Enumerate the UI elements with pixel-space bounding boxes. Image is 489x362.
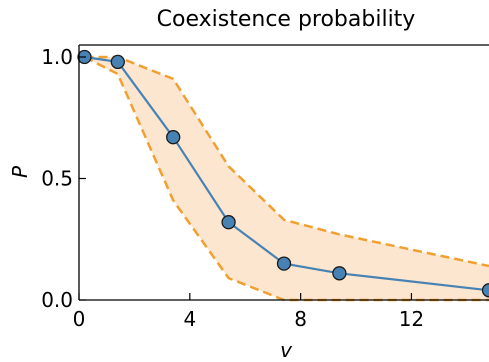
x-axis-label: v [280,338,293,362]
chart-title: Coexistence probability [157,7,416,32]
y-ticks: 0.0 0.5 1.0 [41,45,86,312]
data-point [166,130,181,145]
x-tick-label: 8 [294,307,307,331]
data-point [332,266,347,281]
data-point [481,283,489,298]
x-ticks: 0 4 8 12 [73,293,424,331]
data-point [276,256,292,271]
x-tick-label: 4 [183,307,196,331]
x-tick-label: 12 [399,307,424,331]
confidence-band [84,57,489,300]
y-axis-label: P [8,165,32,178]
y-tick-label: 1.0 [41,45,73,69]
y-tick-label: 0.5 [41,167,73,191]
series-points [77,49,489,298]
data-point [221,215,236,230]
plot-area [77,49,489,302]
data-point [110,54,125,70]
x-tick-label: 0 [73,307,86,331]
axes: 0 4 8 12 0.0 0.5 1.0 [41,44,489,331]
y-tick-label: 0.0 [41,288,73,312]
